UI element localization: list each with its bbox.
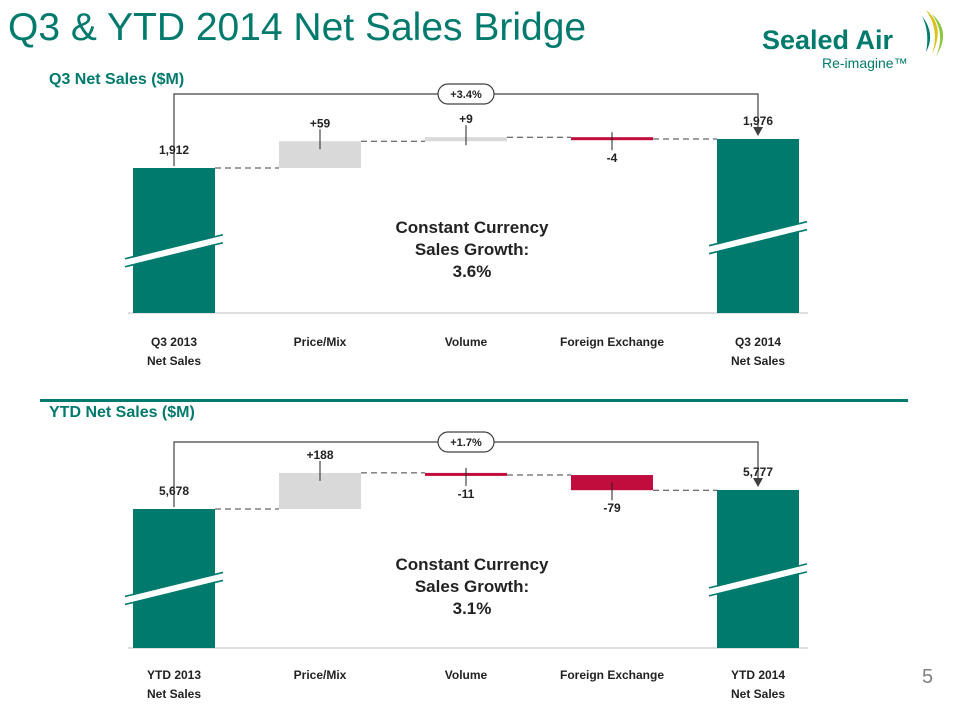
q3-net-sales-bridge-chart: +3.4% 1,912 Q3 2013 Net Sales +59 Price/Mix +9… [124,83,808,368]
axis-break-gap [127,235,221,266]
logo-tagline-text: Re-imagine™ [822,55,908,71]
data-label: +188 [306,448,333,462]
end-total-bar [717,139,799,313]
category-label: Volume [445,668,488,682]
axis-break-gap [711,222,805,253]
constant-currency-annotation: Sales Growth: [415,577,529,596]
axis-break-gap [711,564,805,595]
axis-break-stroke-top [708,563,808,589]
ytd-section-label: YTD Net Sales ($M) [49,404,195,421]
data-label: +9 [459,112,473,126]
overall-change-label: +1.7% [450,437,482,449]
axis-break-stroke-top [124,571,224,598]
page-number: 5 [922,666,934,688]
constant-currency-annotation: 3.1% [453,599,492,618]
constant-currency-annotation: Constant Currency [395,218,549,237]
category-label: YTD 2014 [731,668,785,682]
logo-sail-icon [922,10,944,56]
waterfall-group: +1.7% 5,678 YTD 2013 Net Sales +188 Price/Mix… [124,431,808,701]
axis-break-stroke-top [124,233,224,260]
section-divider [40,399,908,402]
constant-currency-annotation: 3.6% [453,262,492,281]
data-label: -4 [607,151,618,165]
overall-change-label: +3.4% [450,89,482,101]
category-label: Q3 2014 [735,335,781,349]
slide-title: Q3 & YTD 2014 Net Sales Bridge [8,6,587,49]
data-label: 1,912 [159,143,189,157]
constant-currency-annotation: Sales Growth: [415,240,529,259]
data-label: +59 [310,116,331,130]
waterfall-group: +3.4% 1,912 Q3 2013 Net Sales +59 Price/Mix +9… [124,83,808,368]
bracket-arrow-icon [753,127,763,136]
category-label: Price/Mix [294,668,347,682]
category-label: YTD 2013 [147,668,201,682]
data-label: 5,678 [159,484,189,498]
axis-break-stroke-bottom [708,571,808,597]
category-label: Foreign Exchange [560,668,664,682]
category-label: Volume [445,335,488,349]
axis-break-stroke-top [708,220,808,247]
category-label: Price/Mix [294,335,347,349]
axis-break-stroke-bottom [708,228,808,255]
category-label: Q3 2013 [151,335,197,349]
category-label: Net Sales [147,687,201,701]
data-label: -79 [603,501,621,515]
axis-break-gap [127,573,221,604]
category-label: Net Sales [731,687,785,701]
category-label: Net Sales [147,354,201,368]
sealed-air-logo: Sealed Air Re-imagine™ [762,10,944,71]
category-label: Net Sales [731,354,785,368]
q3-section-label: Q3 Net Sales ($M) [49,71,185,88]
data-label: 1,976 [743,114,773,128]
ytd-net-sales-bridge-chart: +1.7% 5,678 YTD 2013 Net Sales +188 Price/Mix… [124,431,808,701]
constant-currency-annotation: Constant Currency [395,555,549,574]
axis-break-stroke-bottom [124,579,224,606]
overall-change-pill [437,83,495,105]
logo-brand-text: Sealed Air [762,25,894,55]
data-label: 5,777 [743,465,773,479]
category-label: Foreign Exchange [560,335,664,349]
axis-break-stroke-bottom [124,241,224,268]
bracket-arrow-icon [753,478,763,487]
overall-change-pill [437,431,495,453]
data-label: -11 [458,487,475,501]
